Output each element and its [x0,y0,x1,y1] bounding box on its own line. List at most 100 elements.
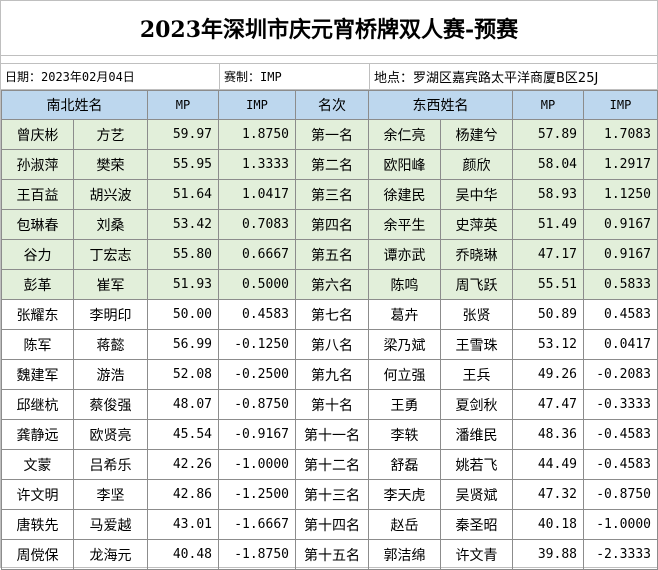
ns-player-1-cell: 文蒙 [1,449,74,480]
rank-cell: 第十二名 [295,449,369,480]
ew-mp-cell: 58.04 [512,149,584,180]
ew-imp-cell: -0.2083 [583,359,658,390]
ns-imp-cell: 0.5000 [218,269,296,300]
ns-mp-cell: 42.26 [147,449,219,480]
ns-imp-cell: -1.0000 [218,449,296,480]
ew-player-2-cell: 许文青 [440,539,513,570]
rank-cell: 第十一名 [295,419,369,450]
ns-imp-cell: 1.3333 [218,149,296,180]
ns-mp-cell: 55.95 [147,149,219,180]
spacer-row [1,56,657,64]
ns-mp-cell: 43.01 [147,509,219,540]
table-row: 唐轶先 马爱越 43.01 -1.6667 第十四名 赵岳 秦圣昭 40.18 -1.0000 [1,509,658,540]
ew-player-1-cell: 欧阳峰 [368,149,441,180]
ew-imp-cell: 0.9167 [583,239,658,270]
rank-cell: 第八名 [295,329,369,360]
ew-player-2-cell: 张贤 [440,299,513,330]
info-row: 日期：2023年02月04日 赛制：IMP 地点：罗湖区嘉宾路太平洋商厦B区25… [1,64,657,90]
ew-imp-cell: 1.2917 [583,149,658,180]
header-ew-mp: MP [512,90,584,120]
ns-player-1-cell: 包琳春 [1,209,74,240]
ns-player-2-cell: 游浩 [73,359,148,390]
ns-player-1-cell: 陈军 [1,329,74,360]
ew-player-2-cell: 周飞跃 [440,269,513,300]
ew-mp-cell: 47.47 [512,389,584,420]
table-row: 谷力 丁宏志 55.80 0.6667 第五名 谭亦武 乔晓琳 47.17 0.9167 [1,239,658,270]
ew-player-2-cell: 吴中华 [440,179,513,210]
ns-player-1-cell: 孙淑萍 [1,149,74,180]
rank-cell: 第十名 [295,389,369,420]
ew-player-1-cell: 李轶 [368,419,441,450]
ew-imp-cell: -2.3333 [583,539,658,570]
ns-mp-cell: 51.93 [147,269,219,300]
results-table: 南北姓名 MP IMP 名次 东西姓名 MP IMP 曾庆彬 方艺 59.97 1.8… [1,90,658,570]
ew-player-1-cell: 梁乃斌 [368,329,441,360]
rank-cell: 第四名 [295,209,369,240]
table-row: 张耀东 李明印 50.00 0.4583 第七名 葛卉 张贤 50.89 0.4583 [1,299,658,330]
rank-cell: 第十五名 [295,539,369,570]
header-ns-imp: IMP [218,90,296,120]
ns-mp-cell: 53.42 [147,209,219,240]
ns-player-2-cell: 方艺 [73,119,148,150]
ew-player-1-cell: 徐建民 [368,179,441,210]
rank-cell: 第一名 [295,119,369,150]
rank-cell: 第二名 [295,149,369,180]
ew-player-1-cell: 郭洁绵 [368,539,441,570]
ns-player-2-cell: 李明印 [73,299,148,330]
ns-player-2-cell: 刘桑 [73,209,148,240]
ns-imp-cell: -1.2500 [218,479,296,510]
ns-player-1-cell: 魏建军 [1,359,74,390]
ns-player-1-cell: 周傥保 [1,539,74,570]
ew-player-1-cell: 何立强 [368,359,441,390]
rank-cell: 第七名 [295,299,369,330]
ns-player-2-cell: 丁宏志 [73,239,148,270]
ns-imp-cell: -0.1250 [218,329,296,360]
ns-mp-cell: 55.80 [147,239,219,270]
ew-player-2-cell: 乔晓琳 [440,239,513,270]
rank-cell: 第九名 [295,359,369,390]
ew-player-1-cell: 王勇 [368,389,441,420]
rank-cell: 第十四名 [295,509,369,540]
ew-mp-cell: 47.32 [512,479,584,510]
ew-mp-cell: 40.18 [512,509,584,540]
table-row: 文蒙 吕希乐 42.26 -1.0000 第十二名 舒磊 姚若飞 44.49 -0.4583 [1,449,658,480]
ns-mp-cell: 59.97 [147,119,219,150]
rank-cell: 第三名 [295,179,369,210]
ew-imp-cell: -1.0000 [583,509,658,540]
ns-imp-cell: 0.4583 [218,299,296,330]
header-rank: 名次 [295,90,369,120]
ew-player-1-cell: 葛卉 [368,299,441,330]
ew-player-2-cell: 潘维民 [440,419,513,450]
ew-mp-cell: 48.36 [512,419,584,450]
table-row: 邱继杭 蔡俊强 48.07 -0.8750 第十名 王勇 夏剑秋 47.47 -0.3333 [1,389,658,420]
date-cell: 日期：2023年02月04日 [1,64,220,89]
scoring-cell: 赛制：IMP [220,64,370,89]
ns-player-2-cell: 龙海元 [73,539,148,570]
ns-imp-cell: -0.2500 [218,359,296,390]
ew-player-1-cell: 陈鸣 [368,269,441,300]
ew-player-1-cell: 赵岳 [368,509,441,540]
ns-player-2-cell: 马爱越 [73,509,148,540]
ew-player-2-cell: 史萍英 [440,209,513,240]
ew-player-2-cell: 秦圣昭 [440,509,513,540]
rank-cell: 第五名 [295,239,369,270]
header-ew-imp: IMP [583,90,658,120]
ns-player-2-cell: 胡兴波 [73,179,148,210]
ew-imp-cell: 0.9167 [583,209,658,240]
ew-mp-cell: 49.26 [512,359,584,390]
header-ns-names: 南北姓名 [1,90,148,120]
ns-mp-cell: 45.54 [147,419,219,450]
ns-imp-cell: -1.6667 [218,509,296,540]
ew-imp-cell: -0.3333 [583,389,658,420]
ew-player-2-cell: 王兵 [440,359,513,390]
ns-mp-cell: 48.07 [147,389,219,420]
ns-mp-cell: 51.64 [147,179,219,210]
table-row: 魏建军 游浩 52.08 -0.2500 第九名 何立强 王兵 49.26 -0.2083 [1,359,658,390]
ew-imp-cell: 1.1250 [583,179,658,210]
rank-cell: 第十三名 [295,479,369,510]
ns-player-1-cell: 曾庆彬 [1,119,74,150]
table-row: 许文明 李坚 42.86 -1.2500 第十三名 李天虎 吴贤斌 47.32 -0.8750 [1,479,658,510]
ns-player-1-cell: 龚静远 [1,419,74,450]
ew-player-1-cell: 舒磊 [368,449,441,480]
